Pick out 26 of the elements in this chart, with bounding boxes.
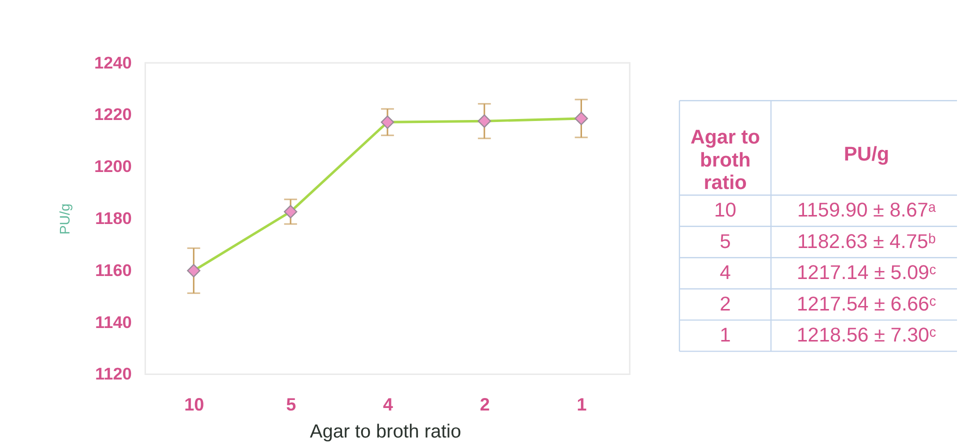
text: PU/g (844, 143, 890, 166)
text: 1217.14 ± 5.09ᶜ (796, 262, 936, 284)
text: Agar to broth ratio (690, 126, 760, 194)
text: 1 (720, 324, 731, 347)
text: 2 (720, 293, 731, 316)
text: 1217.54 ± 6.66ᶜ (796, 293, 936, 316)
x-tick-label: 10 (184, 394, 204, 415)
text: 1159.90 ± 8.67ᵃ (797, 200, 936, 222)
y-tick-label: 1240 (94, 53, 132, 72)
x-tick-label: 2 (480, 394, 490, 415)
x-tick-label: 5 (286, 394, 296, 415)
y-tick-label: 1220 (94, 105, 132, 124)
y-tick-label: 1120 (95, 364, 132, 384)
x-axis-title: Agar to broth ratio (310, 421, 462, 442)
text: 4 (720, 262, 731, 284)
y-tick-label: 1180 (95, 208, 132, 228)
text: 1218.56 ± 7.30ᶜ (796, 324, 936, 347)
text: 1182.63 ± 4.75ᵇ (797, 230, 936, 253)
x-tick-label: 4 (383, 394, 393, 415)
x-tick-label: 1 (576, 394, 587, 415)
y-tick-label: 1160 (95, 260, 132, 280)
y-tick-label: 1140 (95, 312, 132, 332)
text: 10 (714, 200, 736, 222)
text: 5 (720, 230, 731, 253)
y-tick-label: 1200 (94, 157, 132, 176)
y-axis-title: PU/g (56, 204, 72, 234)
